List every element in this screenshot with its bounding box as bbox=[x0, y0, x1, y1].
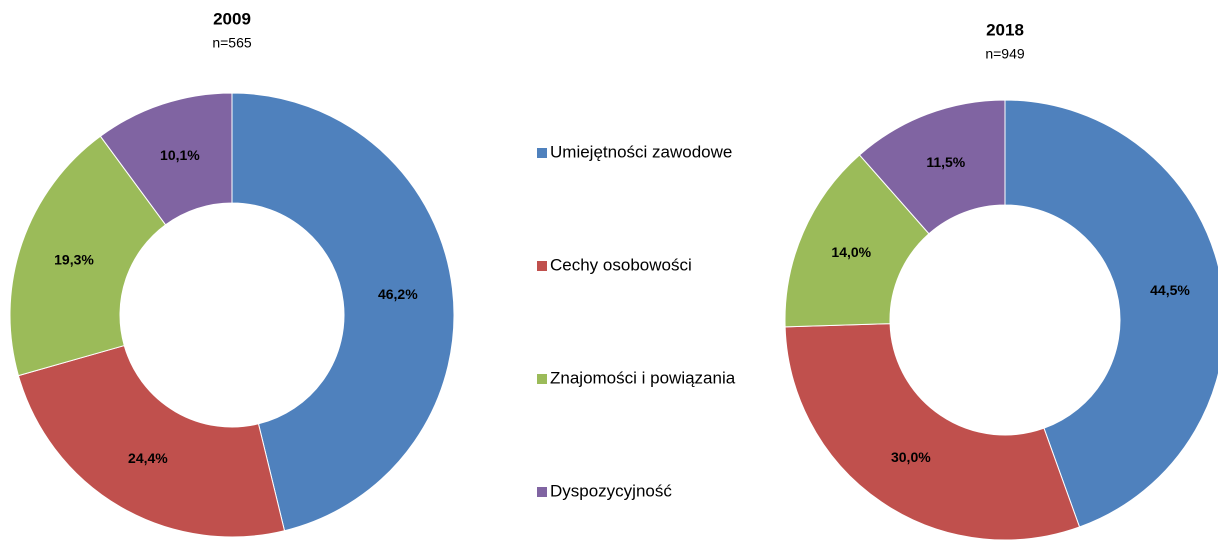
data-label: 11,5% bbox=[926, 154, 965, 170]
legend-swatch bbox=[537, 374, 547, 384]
chart-title: 2018 bbox=[986, 20, 1024, 39]
chart-title: 2009 bbox=[213, 9, 251, 28]
legend-swatch bbox=[537, 487, 547, 497]
donut-slice bbox=[784, 323, 1081, 540]
donut-slice bbox=[231, 92, 455, 532]
data-label: 46,2% bbox=[378, 286, 418, 302]
legend-swatch bbox=[537, 148, 547, 158]
data-label: 30,0% bbox=[891, 449, 931, 465]
chart-subtitle: n=949 bbox=[985, 46, 1025, 62]
legend-label: Znajomości i powiązania bbox=[550, 368, 736, 387]
data-label: 14,0% bbox=[831, 244, 871, 260]
donut-slice bbox=[17, 344, 286, 538]
donut-slice bbox=[9, 135, 167, 377]
data-label: 10,1% bbox=[160, 147, 200, 163]
chart-subtitle: n=565 bbox=[212, 35, 252, 51]
legend-label: Cechy osobowości bbox=[550, 255, 692, 274]
donut-slice bbox=[99, 92, 233, 226]
legend-label: Umiejętności zawodowe bbox=[550, 142, 732, 161]
legend-label: Dyspozycyjność bbox=[550, 481, 672, 500]
donut-slice bbox=[858, 99, 1006, 235]
data-label: 44,5% bbox=[1150, 282, 1190, 298]
legend-swatch bbox=[537, 261, 547, 271]
donut-slice bbox=[1004, 99, 1218, 528]
data-label: 24,4% bbox=[128, 450, 168, 466]
data-label: 19,3% bbox=[54, 252, 94, 268]
